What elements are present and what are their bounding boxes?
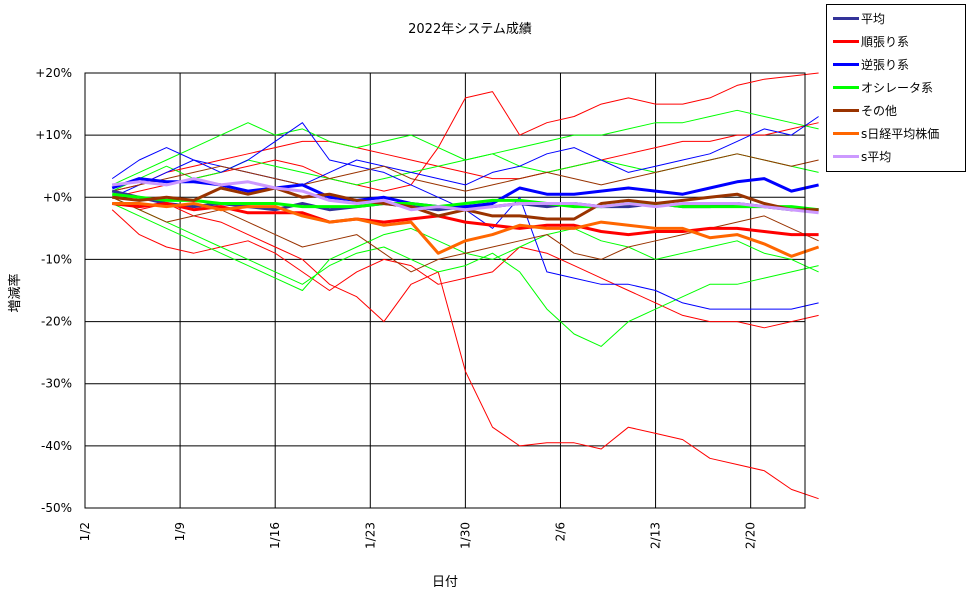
legend-item: s日経平均株価 xyxy=(833,123,939,143)
y-tick-label: +20% xyxy=(35,66,72,80)
series-line xyxy=(111,209,819,329)
legend-swatch xyxy=(833,108,859,112)
x-axis-label: 日付 xyxy=(432,575,458,590)
series-line-s日経平均株価 xyxy=(112,202,820,258)
legend-item: 平均 xyxy=(833,8,885,28)
x-tick-labels: 1/2 1/9 1/16 1/23 1/30 2/6 2/13 2/20 xyxy=(78,522,758,549)
y-tick-label: +10% xyxy=(35,128,72,142)
y-tick-label: -40% xyxy=(41,439,72,453)
series-line-s平均 xyxy=(112,177,819,215)
y-axis-label: 増減率 xyxy=(7,273,23,312)
legend-item: s平均 xyxy=(833,146,891,166)
series-line-逆張り系 xyxy=(111,177,819,209)
x-tick-label: 2/6 xyxy=(553,522,567,541)
x-tick-label: 1/16 xyxy=(268,522,282,549)
legend-label: 逆張り系 xyxy=(861,57,910,72)
series-line xyxy=(112,153,819,192)
legend-swatch xyxy=(833,131,859,135)
legend-swatch xyxy=(833,62,859,66)
x-tick-label: 2/13 xyxy=(649,522,663,549)
legend-label: オシレータ系 xyxy=(861,80,934,95)
x-tick-label: 2/20 xyxy=(744,522,758,549)
x-tick-label: 1/9 xyxy=(173,522,187,541)
legend-item: 順張り系 xyxy=(833,31,909,51)
y-tick-labels: +20% +10% +0% -10% -20% -30% -40% -50% xyxy=(35,66,72,515)
series-line xyxy=(112,72,819,198)
grid-lines xyxy=(84,72,805,509)
legend-label: s日経平均株価 xyxy=(861,126,940,141)
y-tick-label: -30% xyxy=(41,377,72,391)
series-line xyxy=(112,122,819,192)
x-tick-label: 1/23 xyxy=(363,522,377,549)
y-tick-label: -50% xyxy=(41,501,72,515)
legend-item: 逆張り系 xyxy=(833,54,909,74)
legend-swatch xyxy=(833,85,859,89)
legend-label: s平均 xyxy=(861,149,892,164)
legend-swatch xyxy=(833,39,859,43)
legend-swatch xyxy=(833,16,859,20)
legend-label: 順張り系 xyxy=(861,34,910,49)
series-line-オシレータ系 xyxy=(112,192,819,212)
legend-item: その他 xyxy=(833,100,897,120)
legend-label: その他 xyxy=(861,103,898,118)
series-line xyxy=(111,196,819,347)
x-tick-label: 1/30 xyxy=(458,522,472,549)
y-tick-label: -20% xyxy=(41,315,72,329)
y-tick-label: +0% xyxy=(43,190,72,204)
series-line xyxy=(111,196,819,500)
legend-swatch xyxy=(833,154,859,158)
x-tick-label: 1/2 xyxy=(78,522,92,541)
y-tick-label: -10% xyxy=(41,252,72,266)
chart-title: 2022年システム成績 xyxy=(408,22,532,37)
legend-label: 平均 xyxy=(861,11,886,26)
legend: 平均順張り系逆張り系オシレータ系 その他 s日経平均株価 s平均 xyxy=(826,4,966,172)
plot-area-frame xyxy=(84,72,806,509)
series-lines xyxy=(111,72,820,500)
legend-item: オシレータ系 xyxy=(833,77,933,97)
